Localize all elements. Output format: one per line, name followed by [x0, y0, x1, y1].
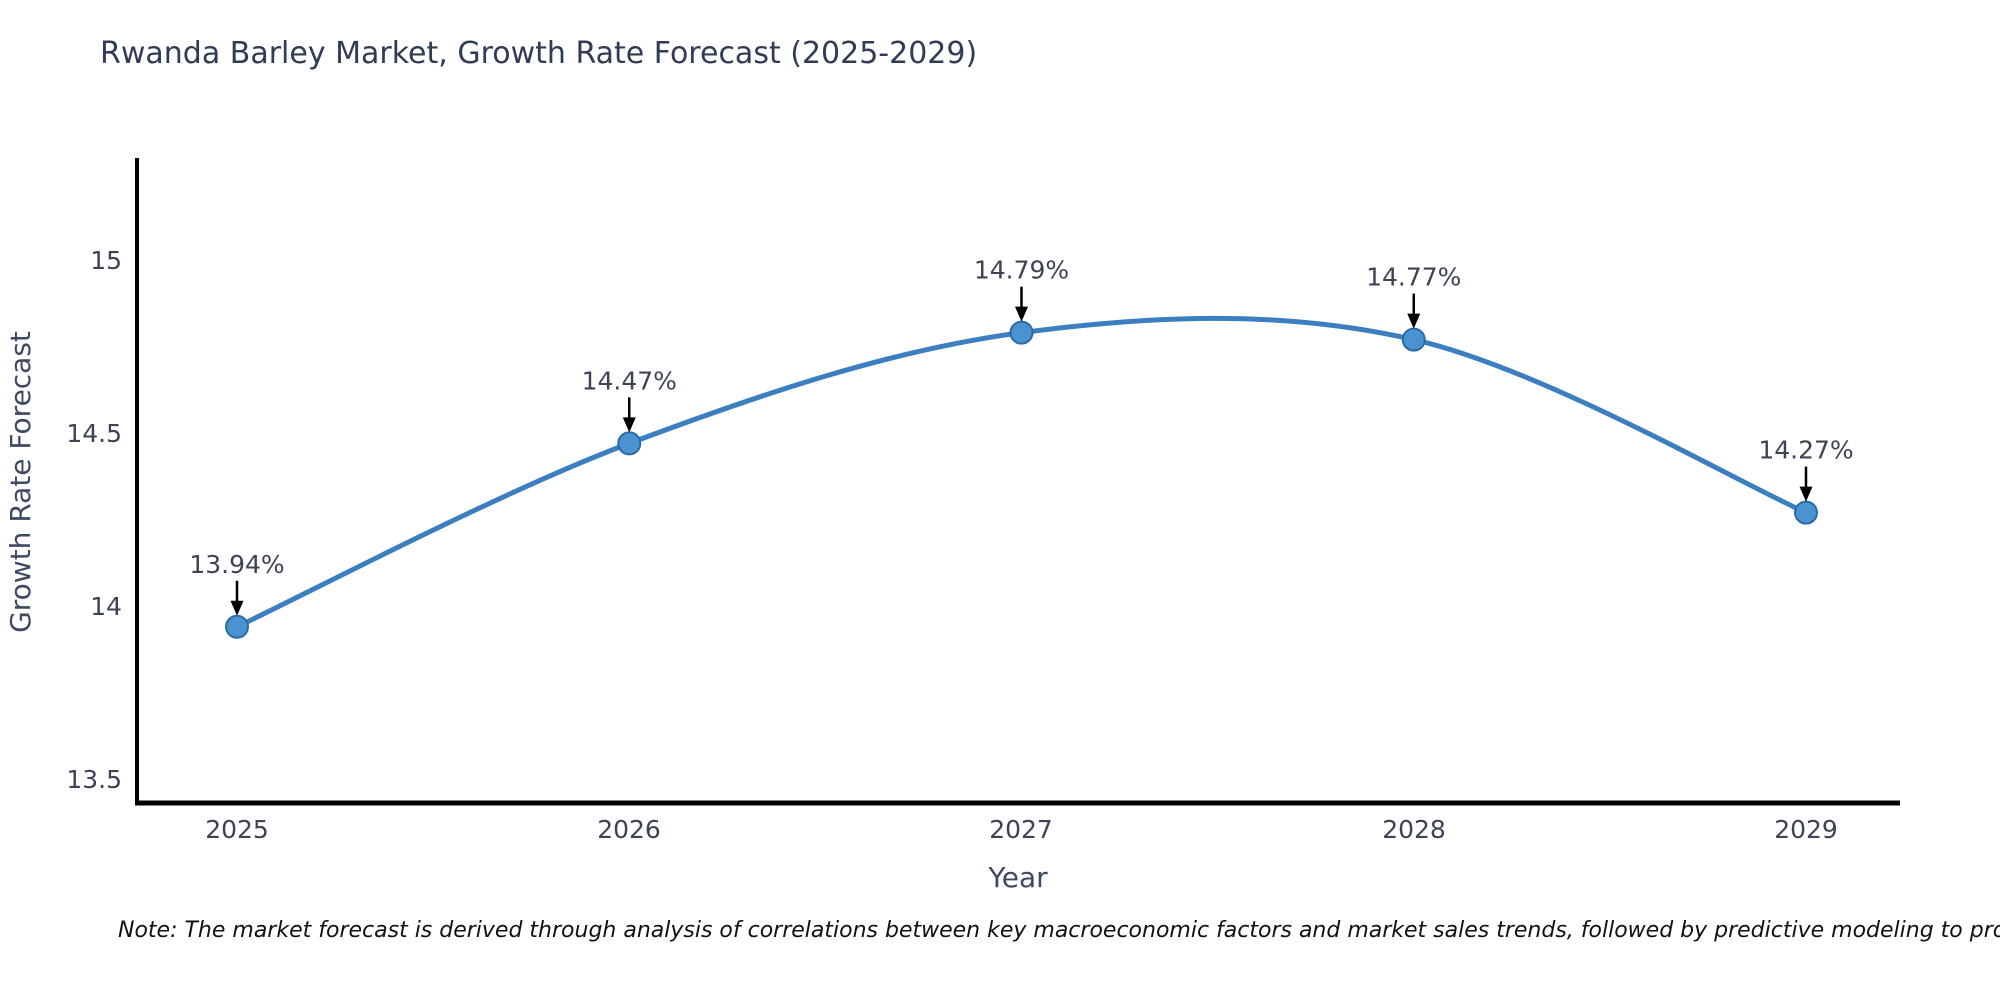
y-tick-label: 13.5	[66, 765, 122, 794]
data-point-label: 14.77%	[1366, 263, 1461, 292]
annotation-arrowhead	[1407, 313, 1421, 329]
data-point-layer	[225, 320, 1818, 639]
data-point-marker	[1401, 327, 1426, 352]
data-point-label: 14.47%	[582, 366, 677, 395]
data-point-label: 13.94%	[189, 550, 284, 579]
annotation-layer: 13.94% 14.47% 14.79% 14.77% 14.27%	[189, 256, 1854, 616]
y-axis-title: Growth Rate Forecast	[4, 331, 37, 633]
chart-title: Rwanda Barley Market, Growth Rate Foreca…	[100, 36, 978, 71]
data-point-marker	[1009, 320, 1034, 345]
annotation-arrowhead	[622, 417, 636, 433]
x-tick-label: 2027	[989, 815, 1053, 844]
y-tick-label: 14.5	[66, 419, 122, 448]
trend-line	[235, 315, 1808, 630]
footnote: Note: The market forecast is derived thr…	[118, 918, 2000, 943]
data-point-label: 14.79%	[974, 256, 1069, 285]
x-tick-label: 2025	[205, 815, 269, 844]
data-point-label: 14.27%	[1758, 436, 1853, 465]
data-point-marker	[617, 431, 642, 456]
y-tick-label: 14	[90, 592, 122, 621]
data-point-marker	[225, 614, 249, 639]
x-tick-label: 2026	[597, 815, 661, 844]
x-axis-title: Year	[987, 861, 1048, 894]
trend-line-layer	[235, 315, 1808, 630]
x-tick-label: 2029	[1774, 815, 1838, 844]
y-tick-label: 15	[90, 246, 122, 275]
annotation-arrowhead	[1799, 486, 1813, 502]
x-tick-label: 2028	[1382, 815, 1446, 844]
data-point-marker	[1794, 500, 1818, 525]
annotation-arrowhead	[230, 600, 244, 616]
annotation-arrowhead	[1015, 306, 1028, 322]
